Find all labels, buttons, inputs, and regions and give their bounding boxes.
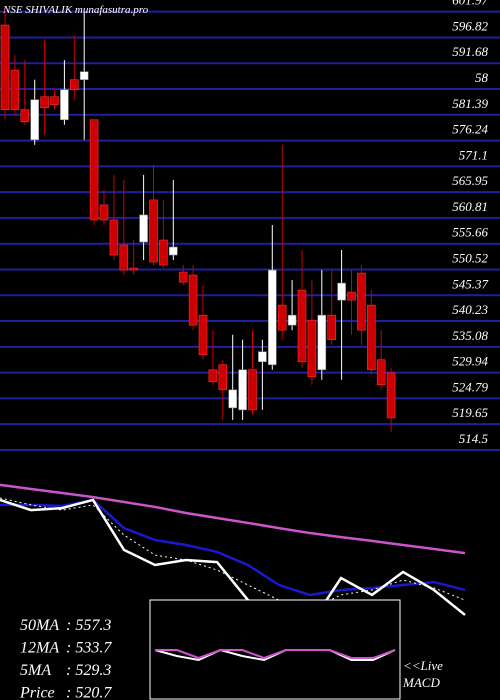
candle-body — [30, 99, 40, 141]
candle-body — [40, 96, 49, 109]
candle-body — [70, 79, 79, 90]
candle-body — [287, 314, 297, 326]
candle-body — [99, 204, 109, 221]
y-tick-label: 581.39 — [452, 96, 488, 111]
y-tick-label: 576.24 — [452, 122, 488, 137]
candle-body — [208, 369, 218, 383]
ma-line — [0, 483, 466, 555]
candle-body — [277, 304, 287, 331]
macd-panel — [149, 599, 401, 700]
y-tick-label: 58 — [475, 70, 489, 85]
candle-body — [228, 389, 237, 409]
candle-body — [357, 272, 366, 331]
candle-body — [169, 246, 178, 256]
candle-body — [119, 244, 129, 271]
candle-body — [139, 214, 148, 243]
legend-entry: 5MA:529.3 — [20, 662, 111, 679]
macd-label: MACD — [402, 675, 440, 690]
candle-body — [188, 274, 198, 326]
candle-body — [60, 89, 69, 121]
y-tick-label: 565.95 — [452, 173, 488, 188]
candle-body — [79, 71, 89, 80]
candle-body — [248, 369, 257, 411]
candle-body — [327, 314, 337, 341]
legend-value: 529.3 — [75, 662, 111, 679]
candle-body — [238, 369, 247, 411]
ma-line — [0, 497, 466, 611]
y-tick-label: 555.66 — [452, 225, 488, 240]
ma-line — [0, 498, 466, 627]
candle-body — [109, 219, 119, 256]
legend-name: 50MA — [20, 617, 59, 634]
legend-name: 12MA — [20, 640, 59, 657]
candle-body — [307, 319, 317, 378]
candle-body — [198, 314, 208, 356]
y-tick-label: 596.82 — [452, 18, 488, 33]
candle-body — [20, 109, 30, 123]
legend-entry: 12MA:533.7 — [20, 640, 112, 657]
legend-name: 5MA — [20, 662, 51, 679]
candle-body — [50, 96, 59, 106]
y-tick-label: 540.23 — [452, 302, 488, 317]
legend-separator: : — [66, 617, 71, 634]
candle-body — [89, 119, 99, 221]
y-tick-label: 591.68 — [452, 44, 488, 59]
candle-body — [10, 69, 20, 111]
candle-body — [258, 351, 267, 363]
candle-body — [149, 199, 158, 263]
candle-body — [129, 267, 138, 271]
candle-body — [267, 269, 277, 366]
chart-title: NSE SHIVALIK munafasutra.pro — [2, 4, 149, 16]
legend-entry: Price:520.7 — [19, 685, 112, 700]
candle-body — [337, 282, 346, 301]
legend-separator: : — [66, 640, 71, 657]
legend-separator: : — [66, 685, 71, 700]
y-tick-label: 571.1 — [459, 147, 488, 162]
macd-label: <<Live — [403, 658, 443, 673]
candle-body — [178, 271, 188, 283]
candle-body — [297, 289, 307, 363]
candle-body — [376, 359, 386, 386]
y-tick-label: 529.94 — [452, 354, 488, 369]
legend-name: Price — [19, 685, 55, 700]
y-tick-label: 545.37 — [452, 276, 488, 291]
candle-body — [218, 364, 228, 391]
candle-body — [386, 372, 396, 419]
legend-separator: : — [66, 662, 71, 679]
legend-value: 533.7 — [75, 640, 112, 657]
y-tick-label: 514.5 — [459, 431, 489, 446]
macd-line — [155, 649, 396, 660]
candle-body — [347, 291, 356, 301]
candle-body — [317, 314, 327, 371]
y-tick-label: 519.65 — [452, 405, 488, 420]
legend-entry: 50MA:557.3 — [20, 617, 111, 634]
candle-body — [366, 304, 376, 371]
y-tick-label: 560.81 — [452, 199, 488, 214]
legend-value: 520.7 — [75, 685, 112, 700]
candle-body — [0, 24, 10, 111]
legend-value: 557.3 — [75, 617, 111, 634]
y-tick-label: 535.08 — [452, 328, 488, 343]
y-tick-label: 601.97 — [452, 0, 488, 8]
y-tick-label: 550.52 — [452, 250, 488, 265]
candle-body — [159, 239, 168, 266]
y-tick-label: 524.79 — [452, 379, 488, 394]
